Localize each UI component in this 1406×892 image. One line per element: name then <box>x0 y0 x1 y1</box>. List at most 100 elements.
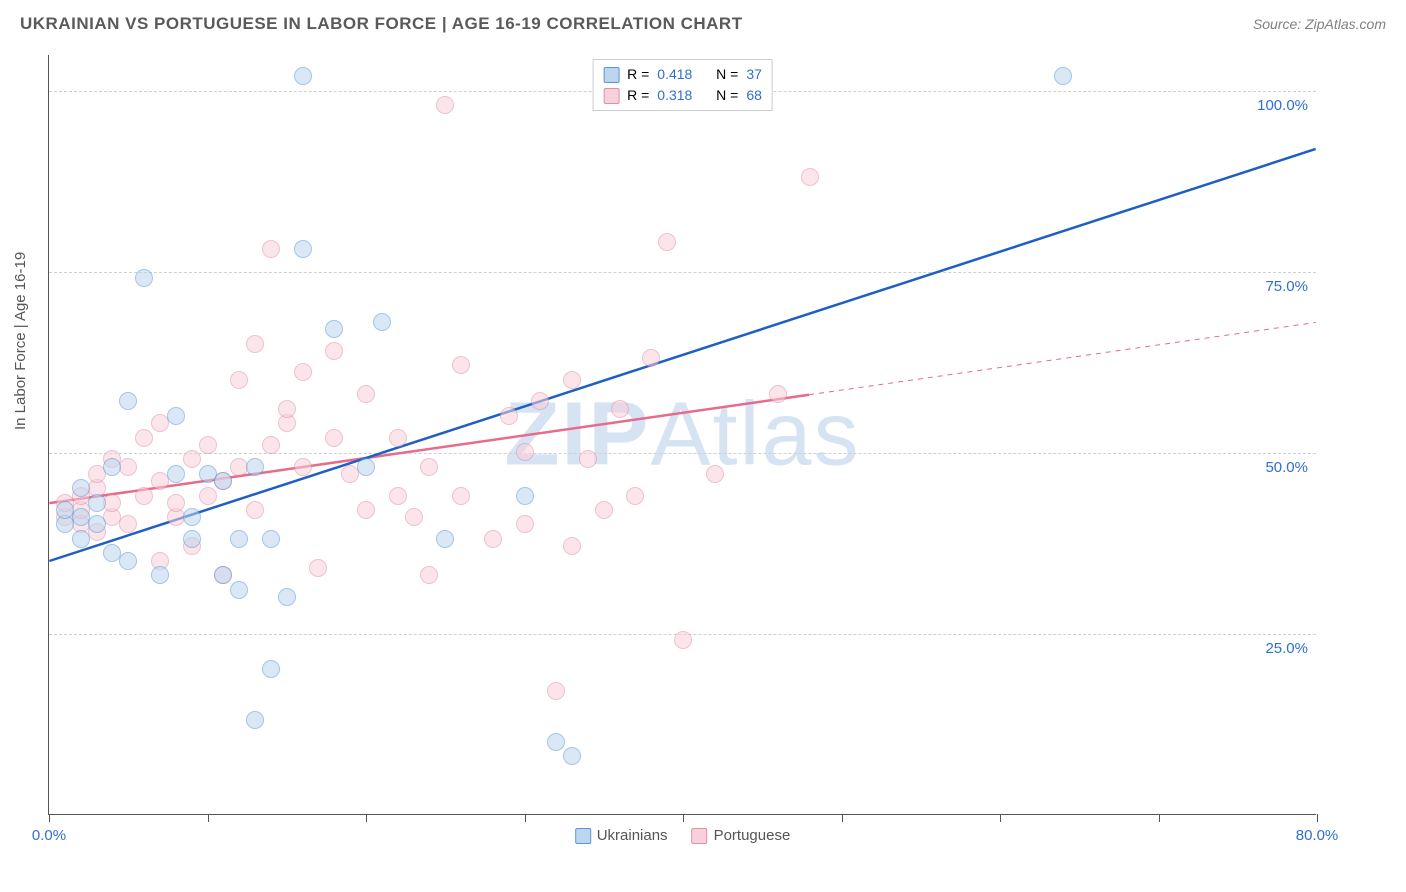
legend-row-portuguese: R = 0.318 N = 68 <box>603 85 762 106</box>
scatter-point-portuguese <box>167 494 185 512</box>
scatter-point-ukrainians <box>167 407 185 425</box>
scatter-point-ukrainians <box>262 530 280 548</box>
scatter-point-ukrainians <box>72 479 90 497</box>
scatter-point-ukrainians <box>119 392 137 410</box>
scatter-point-portuguese <box>119 458 137 476</box>
scatter-point-ukrainians <box>563 747 581 765</box>
legend-correlation: R = 0.418 N = 37 R = 0.318 N = 68 <box>592 59 773 111</box>
x-tick-mark <box>1159 814 1160 822</box>
scatter-point-ukrainians <box>262 660 280 678</box>
scatter-point-portuguese <box>262 436 280 454</box>
scatter-point-ukrainians <box>246 711 264 729</box>
scatter-point-ukrainians <box>294 67 312 85</box>
legend-r-label: R = <box>627 85 649 106</box>
swatch-ukrainians-icon <box>575 828 591 844</box>
scatter-point-ukrainians <box>103 458 121 476</box>
scatter-point-ukrainians <box>119 552 137 570</box>
scatter-point-portuguese <box>674 631 692 649</box>
scatter-point-ukrainians <box>167 465 185 483</box>
x-tick-label: 80.0% <box>1296 827 1339 844</box>
legend-n-label: N = <box>716 64 738 85</box>
legend-n-label: N = <box>716 85 738 106</box>
watermark: ZIPAtlas <box>504 383 860 486</box>
scatter-point-ukrainians <box>230 530 248 548</box>
scatter-point-portuguese <box>531 392 549 410</box>
swatch-portuguese-icon <box>692 828 708 844</box>
scatter-point-portuguese <box>516 443 534 461</box>
swatch-portuguese-icon <box>603 88 619 104</box>
x-tick-mark <box>525 814 526 822</box>
y-tick-label: 100.0% <box>1238 97 1308 114</box>
scatter-point-portuguese <box>262 240 280 258</box>
scatter-point-portuguese <box>294 363 312 381</box>
scatter-point-portuguese <box>246 335 264 353</box>
x-tick-label: 0.0% <box>32 827 66 844</box>
source-label: Source: ZipAtlas.com <box>1253 16 1386 32</box>
scatter-point-portuguese <box>769 385 787 403</box>
scatter-point-portuguese <box>500 407 518 425</box>
scatter-point-ukrainians <box>214 566 232 584</box>
x-tick-mark <box>842 814 843 822</box>
scatter-point-ukrainians <box>151 566 169 584</box>
title-bar: UKRAINIAN VS PORTUGUESE IN LABOR FORCE |… <box>0 0 1406 44</box>
scatter-point-portuguese <box>294 458 312 476</box>
x-tick-mark <box>208 814 209 822</box>
trend-lines <box>49 55 1316 814</box>
scatter-point-portuguese <box>642 349 660 367</box>
legend-label-ukrainians: Ukrainians <box>597 827 668 844</box>
gridline <box>49 453 1316 454</box>
scatter-point-ukrainians <box>547 733 565 751</box>
scatter-point-ukrainians <box>516 487 534 505</box>
scatter-point-ukrainians <box>183 530 201 548</box>
scatter-point-ukrainians <box>373 313 391 331</box>
scatter-point-portuguese <box>706 465 724 483</box>
legend-item-ukrainians: Ukrainians <box>575 827 668 844</box>
scatter-point-portuguese <box>626 487 644 505</box>
watermark-light: Atlas <box>650 384 860 484</box>
scatter-point-portuguese <box>516 515 534 533</box>
scatter-point-portuguese <box>119 515 137 533</box>
legend-item-portuguese: Portuguese <box>692 827 791 844</box>
scatter-point-portuguese <box>389 487 407 505</box>
scatter-point-ukrainians <box>135 269 153 287</box>
legend-n-value-portuguese: 68 <box>746 85 762 106</box>
scatter-point-portuguese <box>420 458 438 476</box>
y-tick-label: 75.0% <box>1238 278 1308 295</box>
legend-r-value-portuguese: 0.318 <box>657 85 692 106</box>
scatter-point-portuguese <box>452 487 470 505</box>
legend-series: Ukrainians Portuguese <box>575 827 791 844</box>
scatter-point-portuguese <box>199 436 217 454</box>
legend-row-ukrainians: R = 0.418 N = 37 <box>603 64 762 85</box>
scatter-point-portuguese <box>103 494 121 512</box>
scatter-point-portuguese <box>246 501 264 519</box>
y-axis-label: In Labor Force | Age 16-19 <box>12 252 29 430</box>
legend-label-portuguese: Portuguese <box>714 827 791 844</box>
scatter-point-portuguese <box>436 96 454 114</box>
scatter-point-ukrainians <box>72 530 90 548</box>
scatter-point-ukrainians <box>230 581 248 599</box>
chart-title: UKRAINIAN VS PORTUGUESE IN LABOR FORCE |… <box>20 14 743 34</box>
scatter-point-portuguese <box>199 487 217 505</box>
legend-n-value-ukrainians: 37 <box>746 64 762 85</box>
legend-r-label: R = <box>627 64 649 85</box>
y-tick-label: 25.0% <box>1238 640 1308 657</box>
scatter-point-portuguese <box>484 530 502 548</box>
scatter-point-portuguese <box>278 400 296 418</box>
scatter-point-ukrainians <box>436 530 454 548</box>
x-tick-mark <box>1000 814 1001 822</box>
scatter-point-portuguese <box>547 682 565 700</box>
scatter-point-portuguese <box>309 559 327 577</box>
watermark-bold: ZIP <box>504 384 650 484</box>
plot-area: ZIPAtlas 25.0%50.0%75.0%100.0% 0.0%80.0%… <box>48 55 1316 815</box>
scatter-point-portuguese <box>563 371 581 389</box>
scatter-point-portuguese <box>452 356 470 374</box>
scatter-point-ukrainians <box>88 515 106 533</box>
scatter-point-portuguese <box>801 168 819 186</box>
scatter-point-portuguese <box>389 429 407 447</box>
scatter-point-portuguese <box>230 371 248 389</box>
gridline <box>49 272 1316 273</box>
scatter-point-ukrainians <box>214 472 232 490</box>
scatter-point-portuguese <box>563 537 581 555</box>
scatter-point-portuguese <box>579 450 597 468</box>
scatter-point-ukrainians <box>278 588 296 606</box>
